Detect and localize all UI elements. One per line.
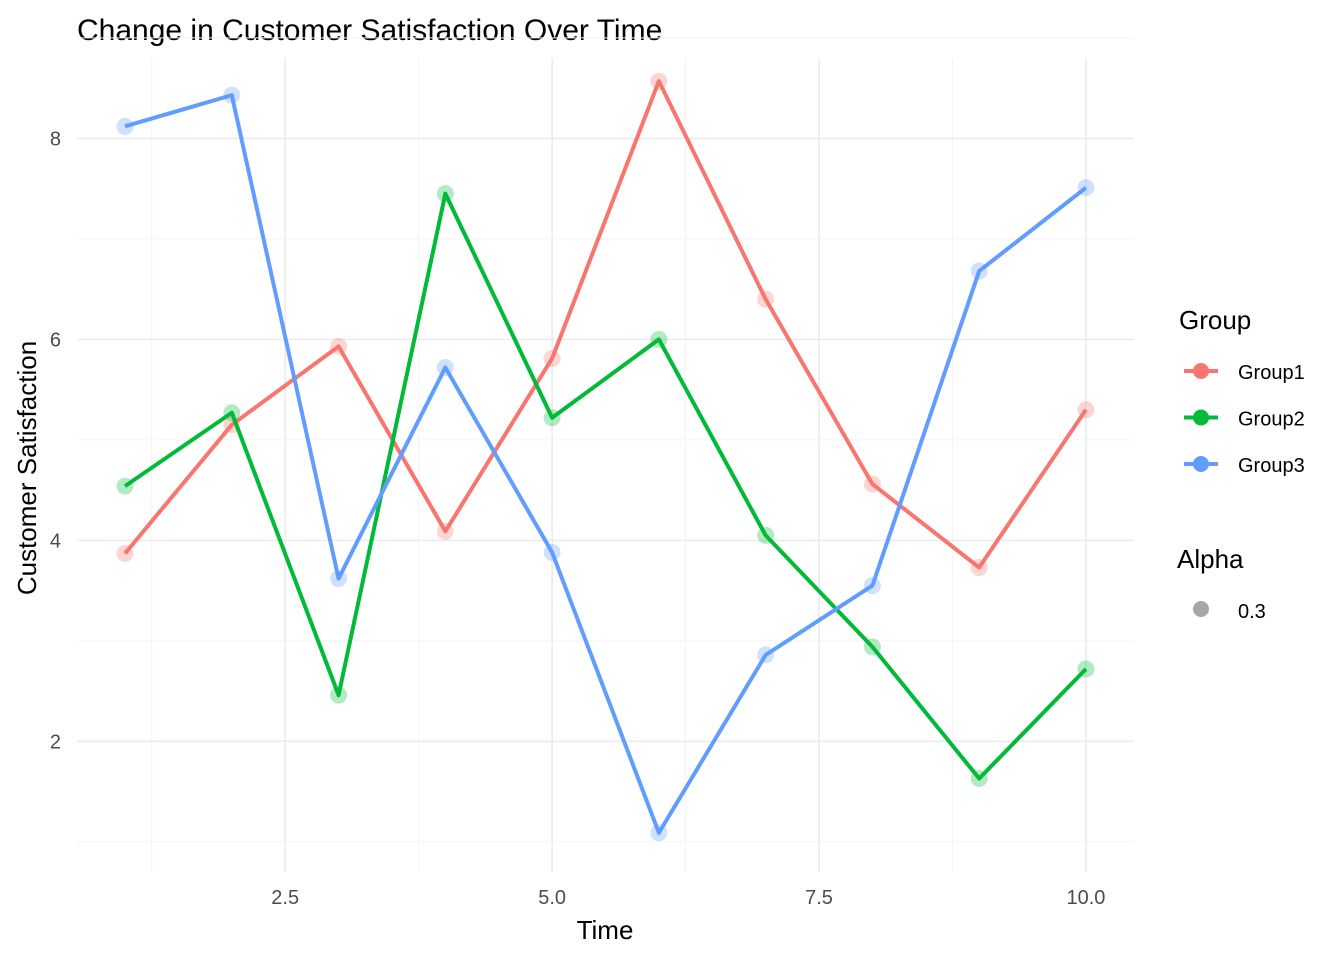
- x-axis: 2.5 5.0 7.5 10.0: [271, 887, 1105, 909]
- data-point: [970, 770, 988, 788]
- legend-label: Group2: [1238, 409, 1305, 431]
- legend-label: Group3: [1238, 455, 1305, 477]
- data-point: [757, 526, 775, 544]
- data-point: [1077, 401, 1095, 419]
- legend-title-group: Group: [1179, 305, 1251, 335]
- legend-marker: [1193, 456, 1209, 472]
- legend-items: Group1 Group2 Group3: [1184, 362, 1305, 477]
- y-axis: 2 4 6 8: [50, 128, 61, 753]
- data-point: [436, 185, 454, 203]
- data-point: [543, 349, 561, 367]
- data-point: [543, 543, 561, 561]
- legend-item-group2: Group2: [1184, 409, 1305, 431]
- x-tick-label: 10.0: [1066, 887, 1105, 909]
- legend-alpha-key: [1193, 601, 1209, 617]
- data-point: [1077, 660, 1095, 678]
- x-tick-label: 2.5: [271, 887, 299, 909]
- y-tick-label: 8: [50, 128, 61, 150]
- data-point: [223, 404, 241, 422]
- y-tick-label: 6: [50, 329, 61, 351]
- series-group3: [116, 86, 1095, 842]
- data-point: [436, 359, 454, 377]
- legend-alpha-label: 0.3: [1238, 601, 1266, 623]
- data-point: [543, 409, 561, 427]
- x-tick-label: 5.0: [538, 887, 566, 909]
- data-point: [1077, 179, 1095, 197]
- data-point: [116, 117, 134, 135]
- data-point: [970, 262, 988, 280]
- legend-title-alpha: Alpha: [1177, 544, 1244, 574]
- x-tick-label: 7.5: [805, 887, 833, 909]
- data-point: [223, 86, 241, 104]
- y-axis-title: Customer Satisfaction: [12, 341, 42, 595]
- series-line-group2: [123, 191, 1088, 781]
- chart-title: Change in Customer Satisfaction Over Tim…: [77, 14, 662, 47]
- data-point: [863, 577, 881, 595]
- legend-marker: [1193, 363, 1209, 379]
- legend-label: Group1: [1238, 362, 1305, 384]
- legend-item-group3: Group3: [1184, 455, 1305, 477]
- series-line-group1: [123, 79, 1088, 570]
- y-tick-label: 2: [50, 731, 61, 753]
- data-point: [650, 330, 668, 348]
- legend: Group Group1 Group2 Group3 Alpha 0.3: [1177, 305, 1305, 623]
- x-axis-title: Time: [577, 915, 634, 945]
- data-point: [757, 646, 775, 664]
- data-point: [330, 337, 348, 355]
- grid: [77, 37, 1134, 872]
- data-point: [757, 290, 775, 308]
- data-point: [116, 544, 134, 562]
- data-point: [650, 824, 668, 842]
- data-point: [863, 475, 881, 493]
- data-point: [116, 477, 134, 495]
- series-layer: [116, 72, 1095, 842]
- series-line-group3: [124, 93, 1088, 835]
- data-point: [970, 559, 988, 577]
- series-group1: [116, 72, 1095, 577]
- data-point: [650, 72, 668, 90]
- data-point: [330, 570, 348, 588]
- legend-item-group1: Group1: [1184, 362, 1305, 384]
- series-group2: [116, 185, 1095, 788]
- data-point: [863, 638, 881, 656]
- data-point: [436, 522, 454, 540]
- data-point: [330, 686, 348, 704]
- legend-marker: [1193, 409, 1209, 426]
- y-tick-label: 4: [50, 530, 61, 552]
